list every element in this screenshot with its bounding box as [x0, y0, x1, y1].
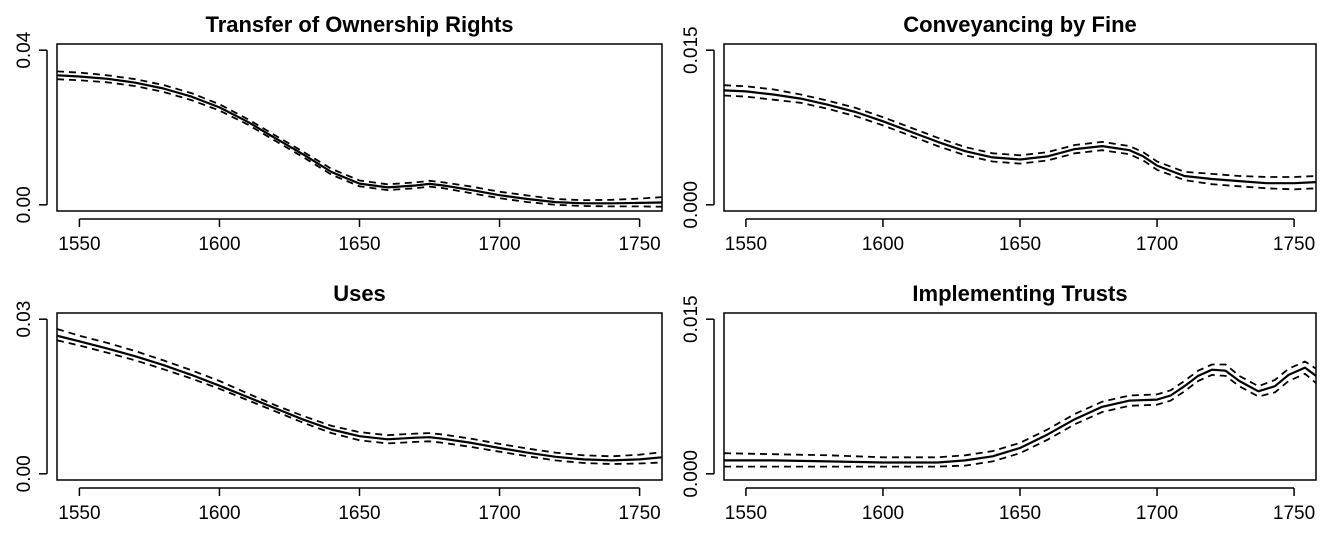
estimate-line — [57, 74, 662, 205]
panel-title: Transfer of Ownership Rights — [205, 12, 513, 37]
x-tick-label: 1750 — [1273, 503, 1315, 524]
x-tick-label: 1700 — [1136, 234, 1178, 255]
x-tick-label: 1600 — [198, 503, 240, 524]
x-tick-label: 1650 — [999, 234, 1041, 255]
confidence-band-line — [724, 94, 1316, 191]
series-group — [724, 360, 1316, 468]
plot-frame — [723, 312, 1317, 481]
estimate-line — [724, 366, 1316, 464]
x-tick-label: 1550 — [725, 234, 767, 255]
y-tick-label: 0.03 — [14, 301, 35, 338]
y-tick-label: 0.00 — [14, 455, 35, 492]
confidence-band-line — [57, 339, 662, 465]
chart-panel-1: Transfer of Ownership Rights 1550 1600 1650… — [14, 12, 663, 255]
x-tick-label: 1600 — [862, 234, 904, 255]
x-tick-label: 1550 — [58, 234, 100, 255]
x-tick-label: 1600 — [862, 503, 904, 524]
y-tick-label: 0.04 — [14, 31, 35, 68]
x-tick-label: 1700 — [1136, 503, 1178, 524]
plot-frame — [56, 312, 663, 481]
x-tick-label: 1650 — [999, 503, 1041, 524]
x-tick-label: 1650 — [338, 234, 380, 255]
y-tick-label: 0.000 — [681, 450, 702, 498]
panel-title: Implementing Trusts — [912, 281, 1127, 306]
confidence-band-line — [724, 372, 1316, 468]
panel-title: Uses — [333, 281, 386, 306]
confidence-band-line — [57, 70, 662, 202]
series-group — [57, 70, 662, 208]
x-tick-label: 1700 — [478, 234, 520, 255]
panel-title: Conveyancing by Fine — [903, 12, 1137, 37]
y-tick-label: 0.00 — [14, 186, 35, 223]
x-tick-label: 1650 — [338, 503, 380, 524]
x-tick-label: 1750 — [618, 234, 660, 255]
y-tick-label: 0.015 — [681, 295, 702, 343]
confidence-band-line — [57, 328, 662, 458]
series-group — [57, 328, 662, 465]
chart-panel-4: Implementing Trusts 1550 1600 1650 1700 1750 0… — [681, 281, 1317, 524]
x-tick-label: 1700 — [478, 503, 520, 524]
series-group — [724, 84, 1316, 191]
y-tick-label: 0.000 — [681, 181, 702, 229]
plot-frame — [56, 43, 663, 212]
x-tick-label: 1550 — [725, 503, 767, 524]
x-tick-label: 1550 — [58, 503, 100, 524]
estimate-line — [724, 89, 1316, 185]
estimate-line — [57, 334, 662, 462]
chart-panel-3: Uses 1550 1600 1650 1700 1750 0.00 0.03 — [14, 281, 663, 524]
confidence-band-line — [724, 360, 1316, 459]
x-tick-label: 1600 — [198, 234, 240, 255]
plot-frame — [723, 43, 1317, 212]
x-tick-label: 1750 — [1273, 234, 1315, 255]
chart-panel-2: Conveyancing by Fine 1550 1600 1650 1700 1750… — [681, 12, 1317, 255]
confidence-band-line — [57, 78, 662, 208]
y-tick-label: 0.015 — [681, 26, 702, 74]
confidence-band-line — [724, 84, 1316, 178]
x-tick-label: 1750 — [618, 503, 660, 524]
